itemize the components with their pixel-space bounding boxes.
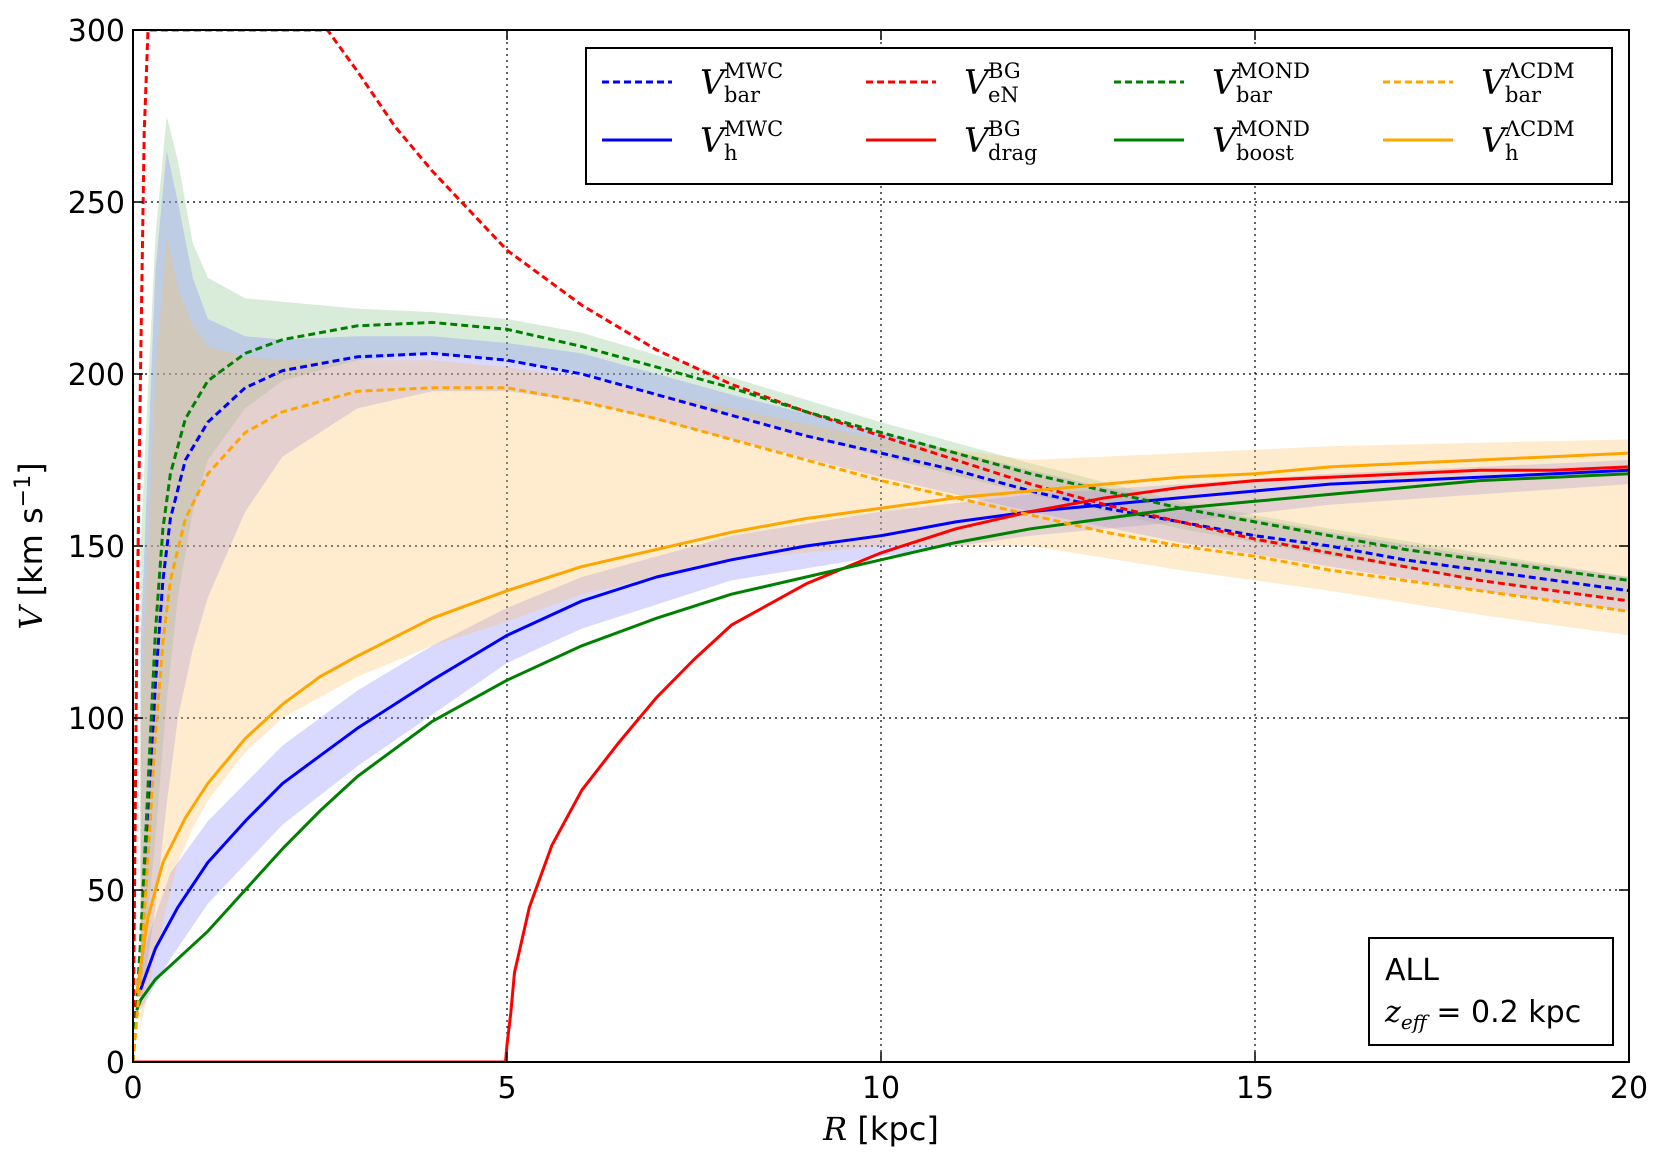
legend-sub: eN (988, 83, 1019, 107)
x-tick-label: 10 (862, 1071, 900, 1106)
legend-sub: h (1505, 141, 1519, 165)
line-v_h_mwc (139, 468, 1629, 991)
annotation-frame (1368, 937, 1614, 1046)
annotation-title: ALL (1385, 953, 1439, 988)
x-tick-label: 20 (1610, 1071, 1648, 1106)
legend-sub: drag (988, 141, 1037, 165)
x-tick-label: 5 (497, 1071, 516, 1106)
line-v_bar_mwc (133, 351, 1629, 1062)
legend-symbol: V (964, 121, 992, 161)
legend-sub: boost (1236, 141, 1295, 165)
y-tick-label: 150 (68, 530, 125, 565)
uncertainty-bands (140, 116, 1629, 1028)
legend-sub: bar (724, 83, 761, 107)
band_mwc_bar (140, 150, 1629, 1011)
annotation-zeff: zeff = 0.2 kpc (1384, 995, 1581, 1034)
y-tick-label: 100 (68, 702, 125, 737)
grid (133, 30, 1629, 1062)
legend-sup: ΛCDM (1504, 117, 1575, 141)
y-tick-label: 300 (68, 14, 125, 49)
x-tick-label: 15 (1236, 1071, 1274, 1106)
line-v_drag_bg (133, 465, 1629, 1062)
line-v_bar_lcdm (133, 386, 1629, 1062)
x-tick-label: 0 (123, 1071, 142, 1106)
legend-sub: bar (1505, 83, 1542, 107)
line-v_boost_mond (135, 472, 1629, 1011)
line-v_bar_mond (133, 320, 1629, 1062)
legend-symbol: V (1481, 121, 1509, 161)
y-tick-label: 50 (87, 874, 125, 909)
line-v_h_lcdm (135, 451, 1629, 994)
legend-symbol: V (700, 63, 728, 103)
legend-symbol: V (1212, 63, 1240, 103)
legend-sup: MOND (1236, 59, 1310, 83)
line-v_en_bg (133, 30, 1629, 1062)
legend-symbol: V (964, 63, 992, 103)
legend-symbol: V (700, 121, 728, 161)
legend-sup: ΛCDM (1504, 59, 1575, 83)
legend-frame (585, 47, 1613, 185)
legend-symbol: V (1481, 63, 1509, 103)
legend-sup: MOND (1236, 117, 1310, 141)
legend-symbol: V (1212, 121, 1240, 161)
series-lines (133, 30, 1629, 1062)
y-axis-label: V [km s−1] (11, 462, 50, 629)
legend-sup: MWC (724, 59, 783, 83)
legend-sub: h (724, 141, 738, 165)
band_lcdm (140, 236, 1629, 1028)
y-tick-label: 200 (68, 358, 125, 393)
y-tick-label: 250 (68, 186, 125, 221)
y-tick-label: 0 (106, 1046, 125, 1081)
legend-sup: MWC (724, 117, 783, 141)
legend-sub: bar (1236, 83, 1273, 107)
legend-sup: BG (988, 59, 1021, 83)
band_mond_bar (140, 116, 1629, 994)
x-axis-label: R [kpc] (822, 1110, 939, 1148)
annotation-box: ALL zeff = 0.2 kpc (1368, 937, 1614, 1046)
legend-sup: BG (988, 117, 1021, 141)
